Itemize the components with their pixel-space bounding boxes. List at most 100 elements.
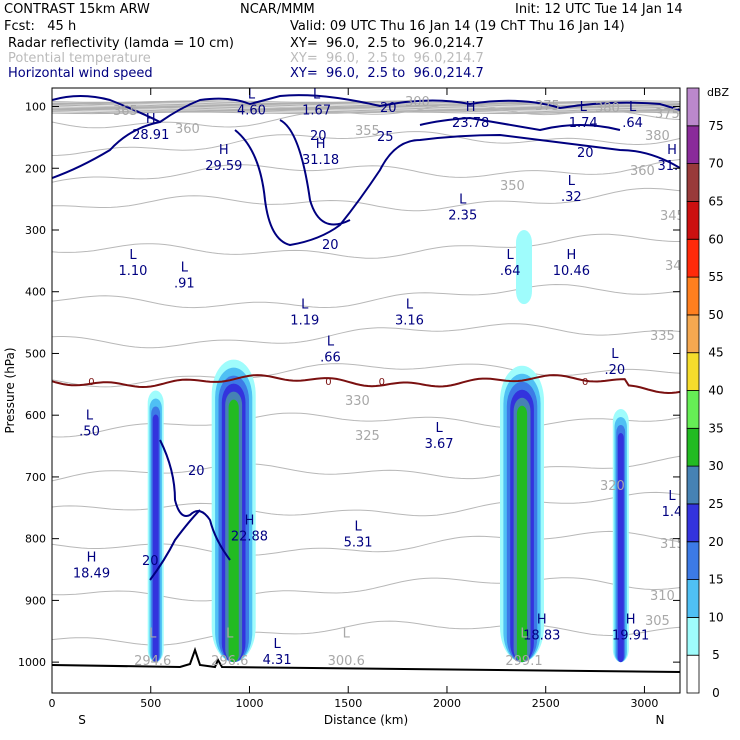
surface-theta-type: L xyxy=(226,626,234,641)
theta-contour xyxy=(52,106,680,109)
colorbar-unit: dBZ xyxy=(707,86,730,99)
extremum-type: L xyxy=(248,88,256,103)
extremum-type: H xyxy=(87,551,97,566)
colorbar-level-label: 35 xyxy=(708,421,723,435)
extremum-value: 19.91 xyxy=(612,628,649,643)
colorbar-level-label: 0 xyxy=(712,686,720,700)
surface-theta-value: 296.6 xyxy=(211,654,248,669)
extremum-type: H xyxy=(316,137,326,152)
theta-contour xyxy=(52,131,680,156)
extremum-value: 3.16 xyxy=(395,313,424,328)
theta-contour xyxy=(52,363,680,388)
y-tick-label: 1000 xyxy=(18,656,46,669)
freezing-level-label: 0 xyxy=(325,377,331,388)
extremum-type: L xyxy=(129,248,137,263)
y-tick-label: 800 xyxy=(25,533,46,546)
theta-contour xyxy=(52,577,680,602)
colorbar-level-label: 5 xyxy=(712,648,720,662)
y-tick-label: 300 xyxy=(25,224,46,237)
theta-contour xyxy=(52,323,680,349)
colorbar: 0 5 10 15 20 25 30 35 40 45 50 55 60 65 70 75 dBZ xyxy=(686,86,730,700)
reflectivity-cell xyxy=(617,433,624,663)
extremum-value: 1.19 xyxy=(290,313,319,328)
reflectivity-cell xyxy=(228,399,239,663)
surface-theta-value: 294.6 xyxy=(134,654,171,669)
theta-label: 375 xyxy=(655,107,680,122)
theta-top-cluster xyxy=(52,100,680,115)
extremum-value: .50 xyxy=(79,425,100,440)
field-theta-xy: XY= 96.0, 2.5 to 96.0,214.7 xyxy=(290,51,484,66)
extremum-value: 10.46 xyxy=(553,264,590,279)
wind-label: 20 xyxy=(188,464,205,479)
extremum-value: 1.67 xyxy=(302,104,331,119)
theta-label: 380 xyxy=(645,129,670,144)
extremum-type: H xyxy=(466,100,476,115)
x-tick-label: 1500 xyxy=(334,697,362,710)
freezing-level-label: 0 xyxy=(379,377,385,388)
reflectivity-cell xyxy=(516,405,528,663)
x-end-label-left: S xyxy=(78,713,86,727)
wind-label: 20 xyxy=(310,129,327,144)
extremum-type: L xyxy=(406,297,414,312)
extremum-value: .32 xyxy=(561,190,582,205)
extremum-type: L xyxy=(568,174,576,189)
colorbar-swatch xyxy=(686,200,700,240)
y-tick-label: 100 xyxy=(25,101,46,114)
theta-contour xyxy=(52,187,680,212)
wind-contour xyxy=(149,509,201,581)
y-tick-label: 500 xyxy=(25,347,46,360)
y-tick-label: 600 xyxy=(25,409,46,422)
theta-contour xyxy=(52,108,680,111)
colorbar-swatch xyxy=(686,503,700,543)
extremum-value: 1.4 xyxy=(662,505,683,520)
wind-contour xyxy=(279,119,351,226)
extremum-type: L xyxy=(327,334,335,349)
x-axis-label: Distance (km) xyxy=(324,713,408,727)
extremum-value: 5.31 xyxy=(344,536,373,551)
freezing-level-label: 0 xyxy=(88,377,94,388)
colorbar-swatch xyxy=(686,579,700,618)
forecast-hour: Fcst: 45 h xyxy=(4,19,77,34)
theta-contour xyxy=(52,233,680,259)
freezing-level-line xyxy=(52,374,680,395)
extremum-value: 4.60 xyxy=(237,104,266,119)
x-tick-label: 3000 xyxy=(630,697,658,710)
extremum-value: 1.74 xyxy=(569,116,598,131)
theta-label: 365 xyxy=(113,104,138,119)
theta-label: 380 xyxy=(595,101,620,116)
reflectivity-cell xyxy=(152,414,159,663)
colorbar-swatch xyxy=(686,617,700,656)
colorbar-level-label: 75 xyxy=(708,119,723,133)
reflectivity-cell xyxy=(516,230,532,305)
y-tick-label: 700 xyxy=(25,471,46,484)
extremum-type: L xyxy=(354,520,362,535)
theta-label: 315 xyxy=(660,537,685,552)
extremum-value: .20 xyxy=(604,363,625,378)
field-wind-xy: XY= 96.0, 2.5 to 96.0,214.7 xyxy=(290,66,484,81)
field-wind-name: Horizontal wind speed xyxy=(8,66,153,81)
extremum-value: 29.59 xyxy=(205,159,242,174)
wind-contour xyxy=(159,439,231,561)
x-tick-label: 2000 xyxy=(433,697,461,710)
extremum-value: 31.1 xyxy=(658,159,687,174)
theta-label: 325 xyxy=(355,429,380,444)
surface-theta-type: L xyxy=(343,626,351,641)
colorbar-swatch xyxy=(686,465,700,505)
model-name: CONTRAST 15km ARW xyxy=(4,2,150,17)
plot-frame xyxy=(51,87,681,694)
extremum-type: L xyxy=(301,297,309,312)
extremum-value: 23.78 xyxy=(452,116,489,131)
theta-label: 320 xyxy=(600,479,625,494)
x-tick-label: 1000 xyxy=(235,697,263,710)
y-tick-label: 200 xyxy=(25,162,46,175)
colorbar-swatch xyxy=(686,352,700,391)
extremum-type: L xyxy=(86,409,94,424)
theta-label: 375 xyxy=(535,99,560,114)
x-tick-label: 0 xyxy=(49,697,56,710)
theta-label: 300 xyxy=(405,95,430,110)
colorbar-level-label: 50 xyxy=(708,308,723,322)
theta-contour xyxy=(52,109,680,112)
extremum-type: H xyxy=(146,112,156,127)
extremum-type: L xyxy=(611,347,619,362)
